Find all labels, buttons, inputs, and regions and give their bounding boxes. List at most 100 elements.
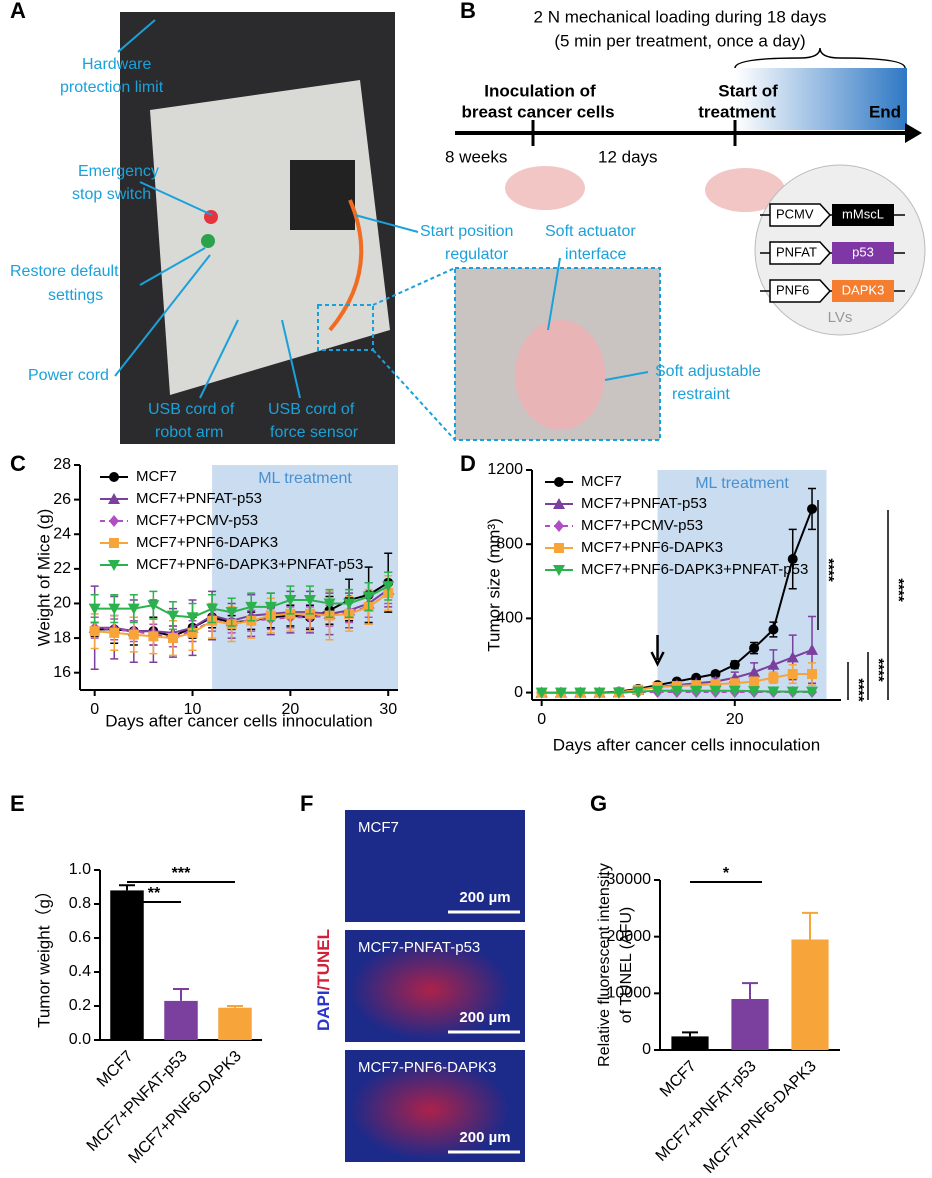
x-tick-label: 0 [537, 711, 546, 728]
callout-label: interface [565, 246, 626, 263]
legend-marker [109, 472, 119, 482]
y-tick-label: 30000 [607, 871, 652, 888]
legend-label: MCF7 [581, 473, 622, 490]
x-axis-label: Days after cancer cells innoculation [105, 711, 372, 730]
y-tick-label: 16 [53, 664, 71, 681]
f-y-label: DAPI/TUNEL [314, 929, 333, 1031]
b-title: (5 min per treatment, once a day) [554, 31, 805, 50]
callout-label: Power cord [28, 367, 109, 384]
legend-marker [108, 560, 120, 571]
image-label: MCF7-PNFAT-p53 [358, 939, 480, 956]
marker [787, 554, 798, 565]
marker [806, 643, 819, 655]
bar [164, 1000, 198, 1040]
y-axis-label: Relative fluorescent intensity [596, 863, 613, 1067]
callout-line [117, 19, 156, 53]
y-tick-label: 1200 [487, 461, 523, 478]
legend-label: MCF7+PNFAT-p53 [136, 490, 262, 507]
marker [807, 503, 818, 514]
callout-label: Hardware [82, 56, 151, 73]
marker [186, 612, 199, 624]
marker [303, 595, 316, 606]
marker [786, 651, 799, 663]
marker [127, 603, 140, 615]
shade-label: ML treatment [258, 470, 352, 487]
marker [748, 686, 761, 698]
marker [147, 600, 160, 612]
y-tick-label: 0 [514, 684, 523, 701]
marker [670, 685, 683, 697]
sig-label: **** [890, 578, 907, 602]
marker [89, 626, 100, 637]
y-tick-label: 20000 [607, 928, 652, 945]
legend-marker [553, 498, 565, 509]
y-tick-label: 0.2 [69, 997, 91, 1014]
panel-letter: A [10, 0, 26, 23]
marker [108, 603, 121, 615]
y-axis-label: of TUNEL (AFU) [618, 907, 635, 1023]
marker [612, 687, 625, 699]
marker [264, 601, 277, 613]
callout-line [139, 247, 206, 286]
marker [807, 669, 818, 680]
legend-marker [108, 493, 120, 504]
callout-label: Restore default [10, 263, 119, 280]
marker [343, 598, 356, 610]
panel-letter: G [590, 791, 607, 816]
shade [212, 465, 398, 690]
marker [768, 672, 779, 683]
legend-label: MCF7+PNF6-DAPK3 [136, 534, 278, 551]
marker [284, 595, 297, 606]
callout-line [354, 214, 419, 233]
legend-label: MCF7+PNF6-DAPK3+PNFAT-p53 [581, 561, 808, 578]
marker [109, 627, 120, 638]
marker [323, 598, 336, 610]
callout-label: Soft adjustable [655, 363, 761, 380]
arrow [650, 635, 665, 667]
shade-label: ML treatment [695, 475, 789, 492]
marker [206, 603, 219, 615]
legend-marker [554, 543, 564, 553]
legend-marker [108, 560, 120, 571]
callout-line [281, 319, 301, 399]
sig-label: **** [850, 678, 867, 702]
y-tick-label: 28 [53, 456, 71, 473]
sig-label: **** [870, 658, 887, 682]
legend-marker [109, 515, 119, 527]
marker [148, 631, 159, 642]
mouse [705, 168, 785, 212]
sig-label: *** [172, 865, 191, 882]
legend-marker [553, 565, 565, 576]
legend-marker [554, 520, 564, 532]
marker [728, 685, 741, 697]
bar [671, 1036, 709, 1050]
x-tick-label: MCF7+PNF6-DAPK3 [126, 1048, 245, 1167]
callout-line [604, 371, 649, 381]
series-line [94, 588, 389, 634]
promoter [769, 279, 832, 303]
tunel-signal [350, 940, 510, 1040]
scale-label: 200 µm [459, 1009, 510, 1026]
promoter [769, 203, 832, 227]
bar [218, 1007, 252, 1040]
f-y-label-part: /TUNEL [314, 929, 333, 990]
legend-marker [553, 498, 565, 509]
marker [88, 603, 101, 615]
callout-line [547, 257, 561, 331]
marker [767, 658, 780, 670]
marker [574, 687, 587, 699]
callout-label: regulator [445, 246, 509, 263]
y-tick-label: 26 [53, 491, 71, 508]
marker [748, 666, 761, 678]
gene [832, 204, 894, 226]
error-bar [802, 911, 818, 940]
scale-label: 200 µm [459, 1129, 510, 1146]
x-tick-label: MCF7+PNFAT-p53 [84, 1048, 191, 1155]
legend-marker [554, 477, 564, 487]
timeline-label: 8 weeks [445, 147, 507, 166]
y-axis-label: Weight of Mice (g) [34, 509, 53, 647]
vector-label: LVs [828, 309, 853, 326]
legend-label: MCF7 [136, 468, 177, 485]
marker [362, 591, 375, 603]
marker [554, 687, 567, 699]
